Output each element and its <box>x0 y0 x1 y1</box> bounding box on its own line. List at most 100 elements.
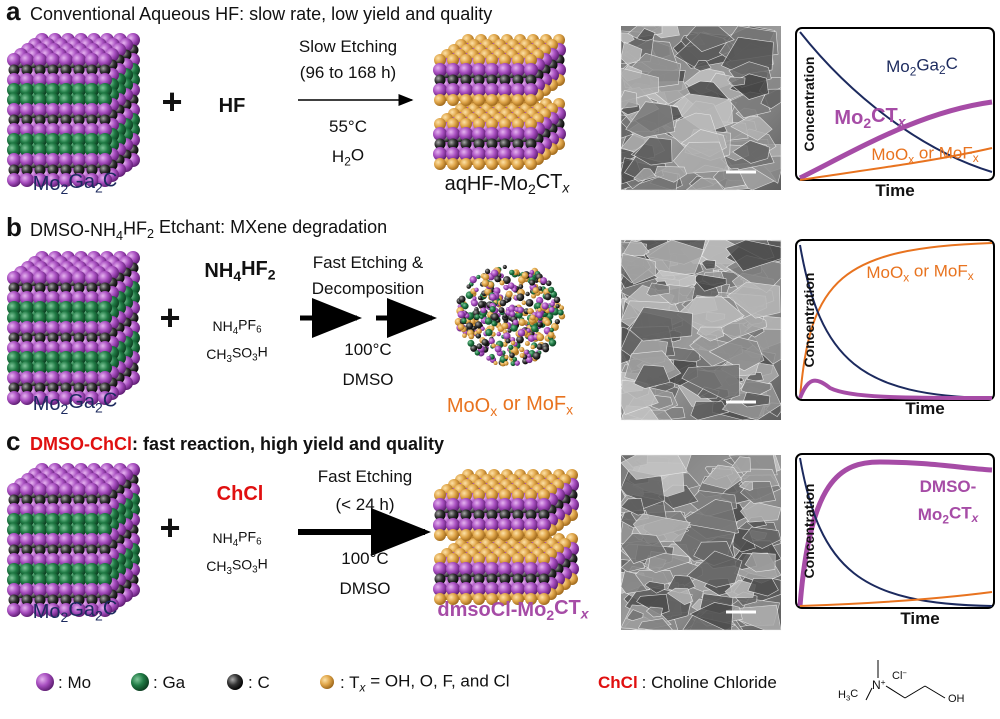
atom <box>46 371 60 385</box>
atom <box>446 518 460 532</box>
subscript: 4 <box>233 538 239 549</box>
additive: CH3SO3H <box>206 555 268 576</box>
atom <box>511 127 525 141</box>
atom <box>447 509 459 521</box>
atom <box>434 118 446 130</box>
condition: (< 24 h) <box>335 495 394 514</box>
atom <box>7 321 21 335</box>
atom <box>498 83 512 97</box>
atom <box>72 143 86 157</box>
atom <box>72 301 86 315</box>
text-run: 100°C <box>341 549 388 568</box>
atom <box>47 382 59 394</box>
atom <box>33 341 47 355</box>
atom <box>460 94 472 106</box>
subscript: x <box>359 681 367 695</box>
kinetics-graph <box>795 239 995 401</box>
atom <box>59 371 73 385</box>
atom <box>72 503 86 517</box>
atom <box>34 544 46 556</box>
atom <box>434 489 446 501</box>
atom <box>33 123 47 137</box>
condition: Fast Etching & <box>313 253 424 272</box>
atom <box>447 529 459 541</box>
atom <box>34 494 46 506</box>
atom <box>486 94 498 106</box>
atom <box>512 573 524 585</box>
atom <box>447 553 459 565</box>
sem-texture <box>654 165 688 183</box>
text-run: : T <box>340 673 360 692</box>
atom <box>73 332 85 344</box>
text-run: 100°C <box>344 340 391 359</box>
atom <box>98 133 112 147</box>
text-run: Cl <box>892 670 902 682</box>
plus: + <box>161 81 182 122</box>
atom <box>20 533 34 547</box>
atom <box>33 153 47 167</box>
sem-texture <box>681 364 741 401</box>
atom <box>98 583 112 597</box>
text-run: HF <box>241 258 268 280</box>
subscript: x <box>566 401 573 417</box>
particle <box>485 328 493 337</box>
atom <box>33 503 47 517</box>
atom <box>434 54 446 66</box>
text-run: : Ga <box>153 673 186 692</box>
atom <box>7 513 21 527</box>
atom <box>473 74 485 86</box>
atom <box>47 282 59 294</box>
atom <box>99 164 111 176</box>
atom <box>525 94 537 106</box>
atom <box>86 164 98 176</box>
text-run: HF <box>123 218 147 238</box>
atom <box>537 518 551 532</box>
atom <box>98 513 112 527</box>
atom <box>499 118 511 130</box>
atom <box>7 271 21 285</box>
atom <box>85 153 99 167</box>
particle <box>502 341 508 347</box>
particle <box>472 296 477 301</box>
atom <box>434 138 446 150</box>
atom <box>433 83 447 97</box>
atom <box>460 509 472 521</box>
subscript: 3 <box>252 565 258 576</box>
atom <box>485 582 499 596</box>
atom <box>59 53 73 67</box>
particle <box>477 300 485 308</box>
text-run: PF <box>238 529 256 545</box>
y-axis-label: Concentration <box>801 57 817 152</box>
atom <box>20 371 34 385</box>
text-run: Ga <box>68 599 96 621</box>
atom <box>525 553 537 565</box>
subscript: 2 <box>546 607 554 623</box>
atom <box>7 291 21 305</box>
atom <box>59 73 73 87</box>
condition: Decomposition <box>312 279 424 298</box>
atom <box>20 103 34 117</box>
atom <box>72 371 86 385</box>
x-axis-label: Time <box>900 609 939 628</box>
atom <box>511 63 525 77</box>
particle <box>509 269 515 276</box>
atom <box>7 133 21 147</box>
atom <box>59 361 73 375</box>
atom <box>34 382 46 394</box>
atom <box>446 63 460 77</box>
atom <box>485 63 499 77</box>
atom <box>20 583 34 597</box>
atom <box>73 64 85 76</box>
text-run: DMSO-NH <box>30 220 116 240</box>
atom <box>499 54 511 66</box>
atom <box>73 594 85 606</box>
sem-texture <box>730 115 773 141</box>
atom <box>525 529 537 541</box>
atom <box>72 103 86 117</box>
particle <box>512 287 517 292</box>
atom <box>34 594 46 606</box>
atom <box>72 553 86 567</box>
atom <box>98 311 112 325</box>
panel-label: b <box>6 212 22 242</box>
atom <box>447 593 459 605</box>
